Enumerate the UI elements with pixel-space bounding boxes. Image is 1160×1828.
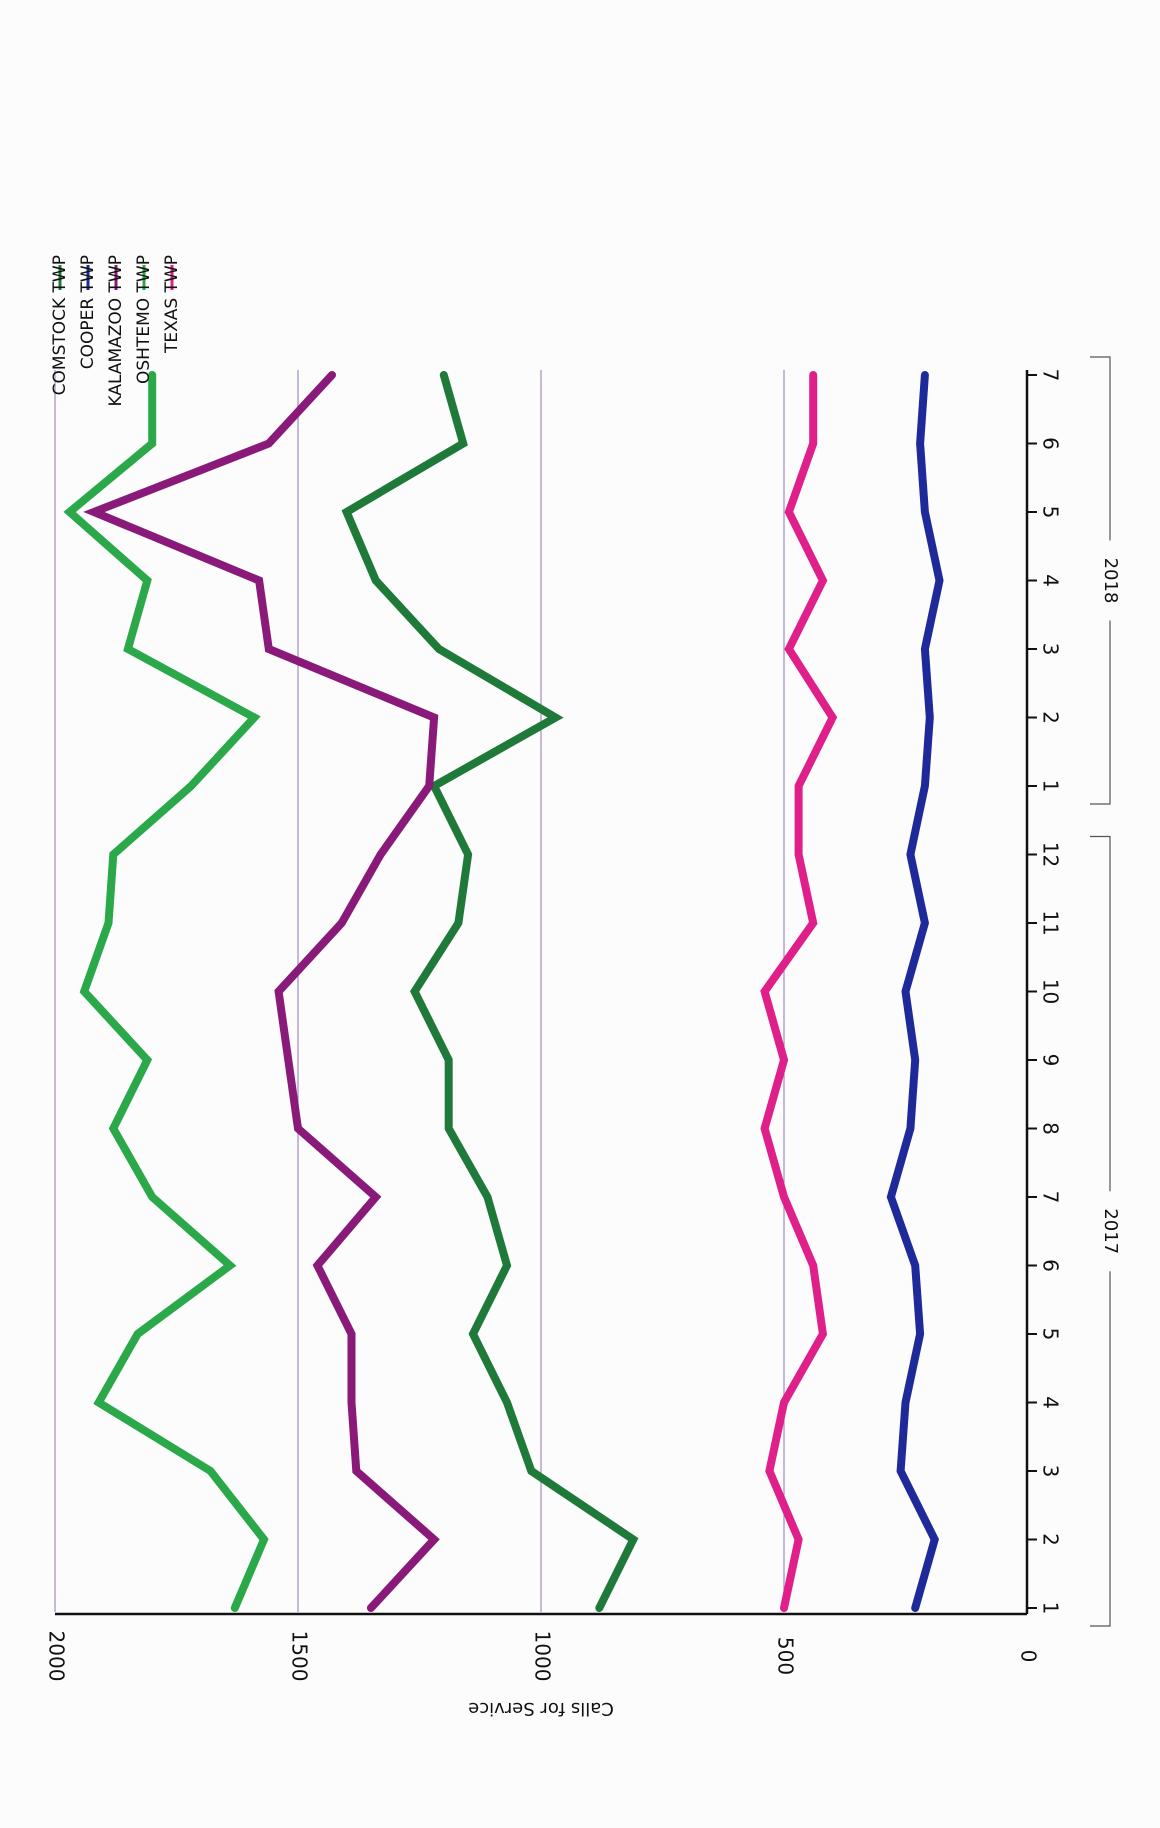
- category-tick-label: 5: [1039, 1328, 1063, 1341]
- category-tick-label: 12: [1039, 842, 1063, 867]
- category-tick-label: 11: [1039, 910, 1063, 935]
- category-tick-label: 10: [1039, 979, 1063, 1004]
- category-tick-label: 3: [1039, 643, 1063, 656]
- legend-label: COMSTOCK TWP: [50, 255, 70, 395]
- legend: COMSTOCK TWP COOPER TWP KALAMAZOO TWP OSHTE…: [50, 255, 182, 407]
- value-tick-label: 0: [1017, 1650, 1041, 1663]
- series-line: [886, 371, 944, 1612]
- value-tick-label: 1000: [531, 1631, 555, 1682]
- category-tick-label: 1: [1039, 780, 1063, 793]
- year-label: 2017: [1100, 1208, 1121, 1254]
- legend-label: OSHTEMO TWP: [134, 255, 154, 384]
- category-tick-label: 7: [1039, 369, 1063, 382]
- series-layer: [63, 371, 944, 1612]
- category-tick-label: 7: [1039, 1191, 1063, 1204]
- series-line: [83, 371, 440, 1612]
- axis-layer: 12345678910111212345670500100015002000Ca…: [45, 356, 1121, 1719]
- year-bracket: [1090, 356, 1111, 805]
- series-line: [341, 371, 639, 1612]
- category-tick-label: 9: [1039, 1054, 1063, 1067]
- category-tick-label: 4: [1039, 574, 1063, 587]
- legend-label: KALAMAZOO TWP: [106, 255, 126, 407]
- y-axis-title: Calls for Service: [468, 1698, 614, 1719]
- series-line: [63, 371, 269, 1612]
- category-tick-label: 3: [1039, 1465, 1063, 1478]
- value-tick-label: 2000: [45, 1631, 69, 1682]
- year-label: 2018: [1100, 558, 1121, 604]
- category-tick-label: 4: [1039, 1396, 1063, 1409]
- category-tick-label: 2: [1039, 711, 1063, 724]
- year-bracket: [1090, 835, 1111, 1627]
- category-tick-label: 6: [1039, 1259, 1063, 1272]
- category-tick-label: 6: [1039, 437, 1063, 450]
- value-tick-label: 500: [774, 1637, 798, 1675]
- category-tick-label: 8: [1039, 1122, 1063, 1135]
- series-line: [760, 371, 838, 1612]
- value-tick-label: 1500: [288, 1631, 312, 1682]
- category-tick-label: 5: [1039, 506, 1063, 519]
- category-tick-label: 1: [1039, 1602, 1063, 1615]
- legend-label: COOPER TWP: [78, 255, 98, 369]
- category-tick-label: 2: [1039, 1533, 1063, 1546]
- legend-label: TEXAS TWP: [162, 255, 182, 354]
